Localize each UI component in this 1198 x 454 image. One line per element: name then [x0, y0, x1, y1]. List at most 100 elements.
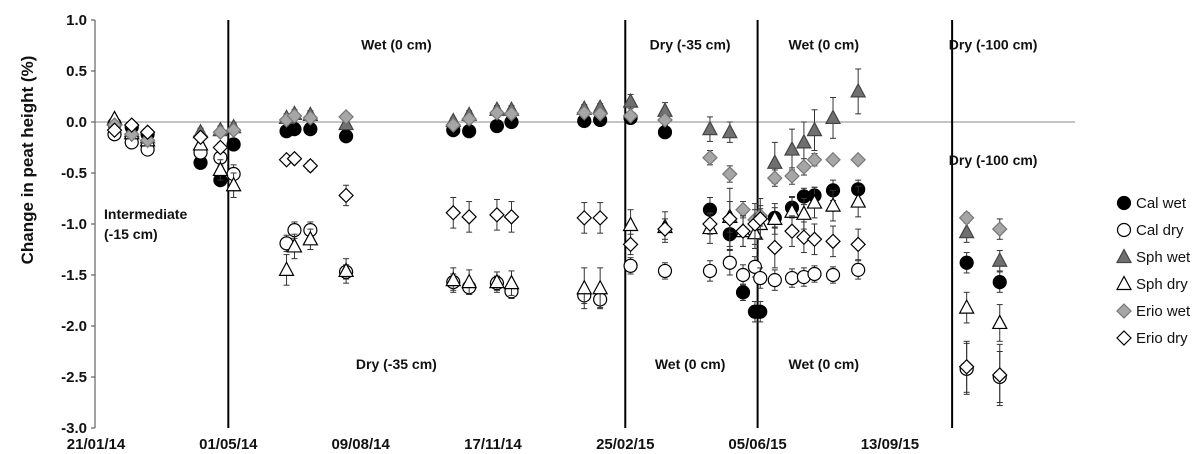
series-cal-wet [107, 110, 1007, 323]
data-point-erio-dry [735, 223, 751, 239]
period-annotation: Dry (-100 cm) [949, 37, 1038, 53]
data-point-erio-wet [766, 170, 783, 186]
data-point-cal-wet [959, 255, 974, 270]
data-point-sph-dry [622, 216, 639, 232]
data-point-sph-dry [445, 271, 462, 287]
data-point-erio-dry [958, 358, 975, 375]
data-point-erio-wet [503, 105, 520, 122]
annotation-line: Wet (0 cm) [788, 37, 859, 53]
data-point-sph-dry [225, 176, 242, 192]
data-point-erio-wet [225, 122, 242, 139]
data-point-cal-wet [735, 285, 751, 300]
data-point-erio-dry [461, 209, 477, 225]
data-point-sph-dry [766, 210, 783, 225]
data-point-erio-wet [622, 108, 639, 124]
data-point-erio-wet [958, 210, 975, 226]
data-point-erio-dry [592, 210, 608, 226]
data-point-erio-dry [825, 233, 841, 250]
data-point-sph-dry [338, 262, 355, 278]
data-point-erio-dry [576, 210, 593, 226]
data-point-erio-dry [106, 122, 123, 139]
data-point-sph-dry [991, 314, 1008, 330]
data-point-erio-wet [139, 132, 156, 149]
data-point-cal-dry [735, 267, 751, 283]
series-sph-dry [106, 110, 1008, 342]
y-tick-label: -2.5 [61, 369, 87, 386]
y-tick-label: 0.5 [66, 63, 87, 80]
data-point-sph-wet [806, 121, 823, 137]
data-point-erio-wet [489, 104, 505, 121]
annotation-line: (-15 cm) [104, 226, 158, 242]
legend-marker-cal-dry [1116, 222, 1132, 238]
legend: Cal wet Cal dry Sph wet Sph dry Erio wet Erio… [1115, 195, 1191, 347]
data-point-erio-wet [338, 109, 354, 125]
period-annotation: Dry (-100 cm) [949, 152, 1038, 168]
data-point-erio-wet [212, 124, 229, 141]
x-tick-label: 21/01/14 [67, 436, 126, 453]
data-point-erio-dry [489, 206, 505, 223]
data-point-sph-wet [701, 120, 718, 136]
period-annotation: Dry (-35 cm) [650, 37, 731, 53]
data-point-erio-wet [850, 151, 867, 168]
y-tick-label: -0.5 [61, 165, 87, 182]
data-point-erio-wet [806, 151, 823, 168]
y-tick-label: -2.0 [61, 318, 87, 335]
y-tick-label: -1.0 [61, 216, 87, 233]
data-point-cal-dry [784, 270, 800, 286]
period-annotation: Wet (0 cm) [788, 37, 859, 53]
data-point-erio-wet [123, 126, 140, 143]
data-point-sph-dry [302, 230, 319, 246]
data-point-erio-dry [784, 223, 800, 239]
series-erio-wet [106, 104, 1008, 240]
period-annotation: Wet (0 cm) [361, 37, 432, 53]
data-point-sph-dry [461, 273, 478, 289]
period-annotation: Intermediate (-15 cm) [104, 206, 187, 242]
data-point-sph-wet [622, 92, 639, 108]
data-point-sph-dry [286, 237, 303, 253]
legend-label-erio-dry: Erio dry [1136, 330, 1188, 347]
data-point-erio-dry [192, 129, 209, 146]
legend-label-sph-dry: Sph dry [1136, 276, 1188, 293]
legend-marker-erio-dry [1116, 330, 1132, 346]
data-point-sph-dry [488, 273, 505, 289]
data-point-cal-dry [623, 258, 638, 273]
data-point-sph-dry [576, 279, 593, 295]
data-point-cal-dry [722, 255, 737, 270]
period-annotation: Wet (0 cm) [655, 356, 726, 372]
data-point-cal-dry [825, 267, 841, 283]
data-point-erio-wet [825, 151, 841, 168]
data-point-erio-dry [796, 229, 812, 246]
data-point-sph-dry [503, 274, 520, 290]
data-point-erio-wet [721, 166, 738, 182]
data-point-erio-dry [657, 221, 673, 237]
annotation-line: Dry (-35 cm) [356, 356, 437, 372]
data-point-erio-dry [338, 187, 354, 204]
x-tick-label: 13/09/15 [861, 436, 919, 453]
annotation-line: Wet (0 cm) [788, 356, 859, 372]
x-tick-label: 09/08/14 [331, 436, 390, 453]
legend-marker-sph-wet [1115, 248, 1133, 264]
legend-marker-cal-wet [1116, 195, 1132, 211]
legend-marker-erio-wet [1116, 303, 1132, 319]
data-point-erio-wet [592, 105, 608, 122]
data-point-cal-dry [702, 263, 718, 279]
legend-label-sph-wet: Sph wet [1136, 249, 1191, 266]
annotation-line: Dry (-100 cm) [949, 37, 1038, 53]
data-point-erio-wet [735, 201, 751, 218]
y-tick-label: -3.0 [61, 420, 87, 437]
y-axis-label: Change in peat height (%) [18, 56, 37, 265]
data-point-cal-dry [767, 273, 782, 288]
annotation-line: Dry (-100 cm) [949, 152, 1038, 168]
data-point-cal-wet [287, 122, 302, 137]
data-point-cal-dry [807, 266, 822, 282]
x-tick-label: 25/02/15 [596, 436, 654, 453]
data-point-cal-wet [338, 129, 354, 144]
data-point-erio-wet [702, 149, 718, 166]
series-layer [106, 68, 1008, 407]
data-point-erio-dry [212, 139, 229, 156]
annotations: Intermediate (-15 cm) Wet (0 cm) Dry (-35 c… [104, 37, 1037, 372]
data-point-cal-dry [657, 263, 673, 279]
data-point-erio-wet [796, 159, 812, 175]
data-point-sph-dry [825, 196, 842, 212]
data-point-cal-dry [851, 262, 866, 277]
